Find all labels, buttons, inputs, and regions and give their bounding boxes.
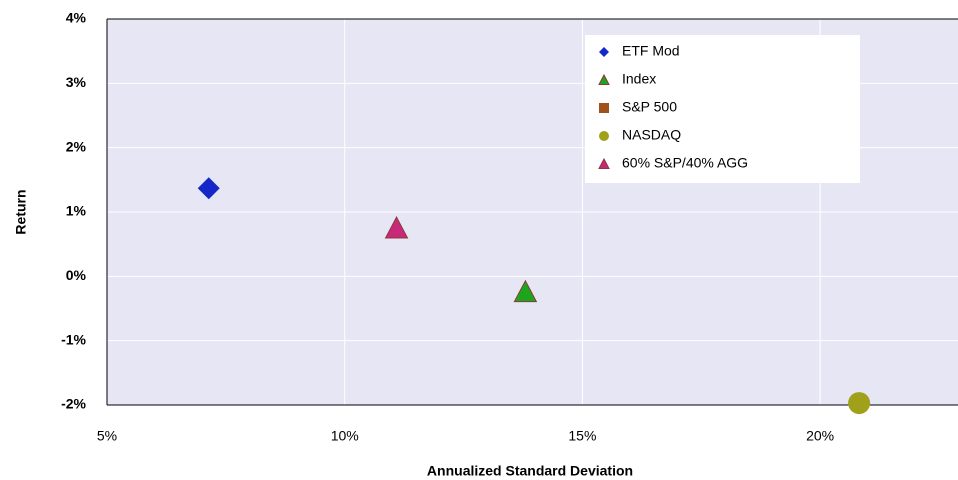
legend-label: ETF Mod <box>622 43 680 59</box>
legend-label: Index <box>622 71 656 87</box>
marker <box>197 177 220 200</box>
x-tick-label: 15% <box>568 428 596 444</box>
y-tick-label: 1% <box>66 203 87 219</box>
legend-label: 60% S&P/40% AGG <box>622 155 748 171</box>
y-tick-label: 0% <box>66 267 87 283</box>
y-tick-label: 2% <box>66 138 87 154</box>
marker <box>384 216 409 239</box>
x-tick-label: 10% <box>331 428 359 444</box>
x-tick-label: 5% <box>97 428 117 444</box>
marker <box>848 392 871 415</box>
legend-label: NASDAQ <box>622 127 681 143</box>
legend-marker <box>598 157 610 169</box>
y-tick-label: -2% <box>61 396 86 412</box>
x-tick-label: 20% <box>806 428 834 444</box>
legend <box>585 35 860 183</box>
legend-marker <box>599 131 609 141</box>
y-tick-label: 4% <box>66 10 87 26</box>
y-axis-title: Return <box>13 189 29 234</box>
legend-marker <box>599 103 609 113</box>
legend-label: S&P 500 <box>622 99 677 115</box>
marker <box>513 279 538 303</box>
x-axis-title: Annualized Standard Deviation <box>427 463 633 479</box>
legend-marker <box>599 47 609 57</box>
legend-marker <box>598 73 610 85</box>
y-tick-label: -1% <box>61 331 86 347</box>
y-tick-label: 3% <box>66 74 87 90</box>
